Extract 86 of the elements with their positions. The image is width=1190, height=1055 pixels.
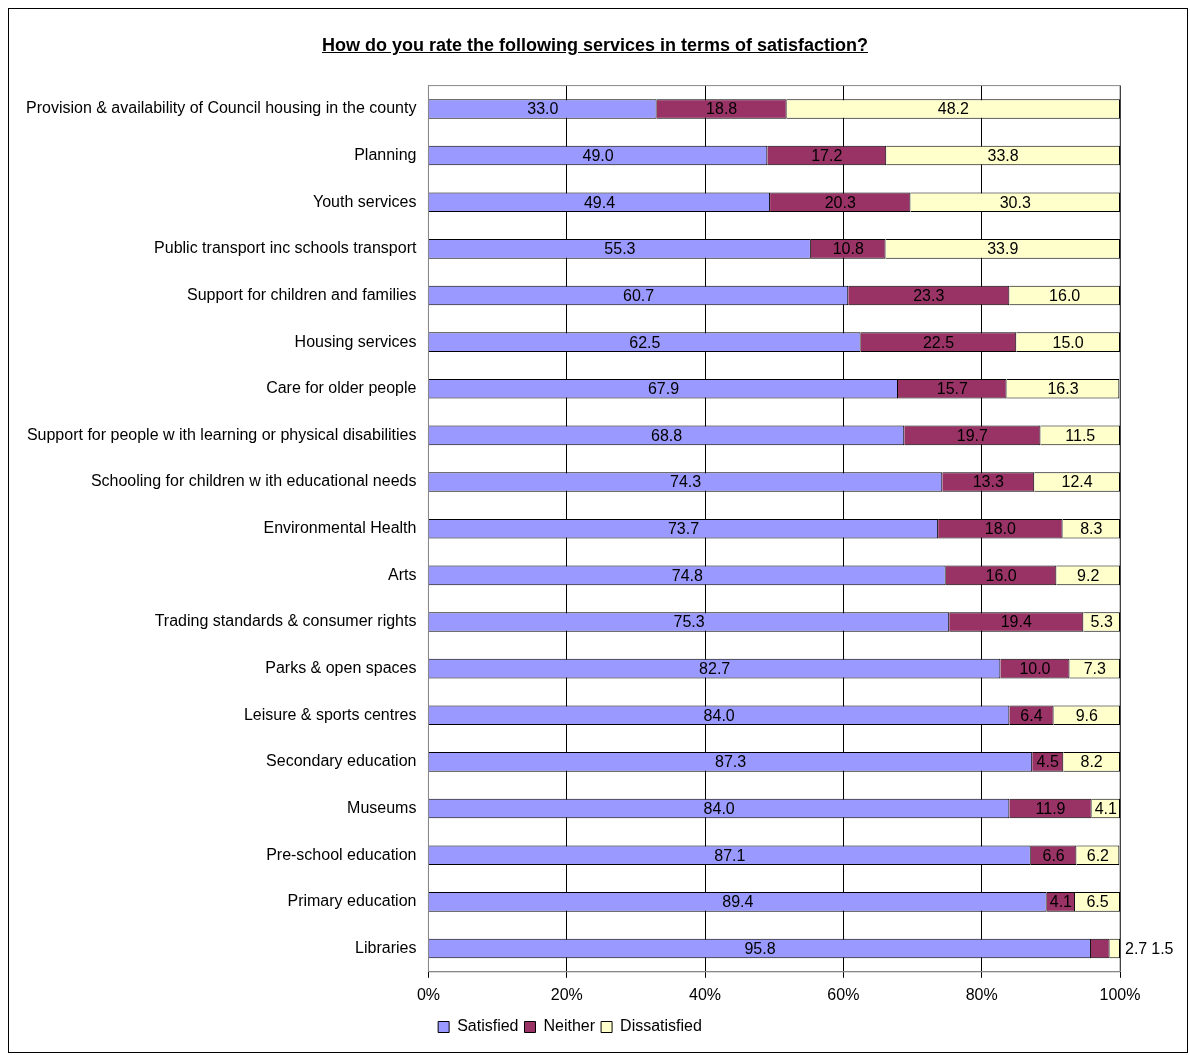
legend-label: Neither xyxy=(543,1017,596,1035)
data-label: 67.9 xyxy=(647,380,680,398)
x-tick-label: 100% xyxy=(1099,985,1141,1003)
data-label: 9.6 xyxy=(1075,706,1099,724)
y-tick-label: Public transport inc schools transport xyxy=(154,239,417,257)
data-label: 5.3 xyxy=(1090,613,1113,631)
y-tick-label: Provision & availability of Council housing in the county xyxy=(26,99,417,117)
data-label: 4.5 xyxy=(1036,753,1059,771)
y-tick-label: Environmental Health xyxy=(263,519,417,537)
y-tick-label: Support for people w ith learning or physical disabilities xyxy=(26,425,417,443)
data-label: 6.5 xyxy=(1086,893,1109,911)
y-tick-label: Libraries xyxy=(355,938,417,956)
data-label: 84.0 xyxy=(703,799,735,817)
data-label: 74.8 xyxy=(671,566,703,584)
y-tick-label: Support for children and families xyxy=(186,285,417,303)
x-tick-label: 0% xyxy=(416,985,440,1003)
y-tick-label: Care for older people xyxy=(266,379,417,397)
data-label: 48.2 xyxy=(937,100,970,118)
data-label: 68.8 xyxy=(651,426,683,444)
data-label: 74.3 xyxy=(670,473,702,491)
data-label: 15.7 xyxy=(936,380,968,398)
y-tick-label: Trading standards & consumer rights xyxy=(154,612,417,630)
y-tick-label: Primary education xyxy=(287,892,417,910)
data-label: 4.1 xyxy=(1094,799,1118,817)
data-label: 10.8 xyxy=(832,240,864,258)
data-label: 19.4 xyxy=(1000,613,1032,631)
y-tick-label: Secondary education xyxy=(266,752,417,770)
x-tick-label: 80% xyxy=(965,985,998,1003)
data-label: 75.3 xyxy=(673,613,705,631)
y-tick-label: Museums xyxy=(347,798,417,816)
chart-title: How do you rate the following services in terms of satisfaction? xyxy=(320,35,870,56)
data-label: 22.5 xyxy=(922,333,955,351)
data-label: 19.7 xyxy=(956,426,989,444)
data-label: 82.7 xyxy=(699,660,731,678)
data-label: 6.4 xyxy=(1020,706,1043,724)
y-tick-label: Housing services xyxy=(294,332,417,350)
data-label: 10.0 xyxy=(1019,660,1051,678)
data-label: 95.8 xyxy=(744,939,776,957)
data-label: 6.2 xyxy=(1086,846,1110,864)
data-label: 60.7 xyxy=(623,286,655,304)
data-label: 30.3 xyxy=(999,193,1031,211)
data-label: 18.0 xyxy=(984,520,1017,538)
y-tick-label: Parks & open spaces xyxy=(265,659,417,677)
data-label: 84.0 xyxy=(703,706,735,724)
data-label: 6.6 xyxy=(1042,846,1065,864)
data-label: 11.5 xyxy=(1065,426,1096,444)
data-label: 12.4 xyxy=(1061,473,1093,491)
data-label: 17.2 xyxy=(811,146,843,164)
data-label: 62.5 xyxy=(629,333,661,351)
data-label: 89.4 xyxy=(722,893,754,911)
data-label: 33.9 xyxy=(987,240,1019,258)
data-label: 16.0 xyxy=(985,566,1017,584)
data-label: 8.2 xyxy=(1080,753,1103,771)
data-label: 4.1 xyxy=(1049,893,1073,911)
data-label: 18.8 xyxy=(706,100,738,118)
y-tick-label: Arts xyxy=(387,565,417,583)
data-label: 16.0 xyxy=(1049,286,1081,304)
data-label: 1.5 xyxy=(1151,939,1174,957)
data-label: 20.3 xyxy=(824,193,856,211)
y-tick-label: Schooling for children w ith educational needs xyxy=(90,472,417,490)
data-label: 49.4 xyxy=(583,193,616,211)
data-label: 15.0 xyxy=(1052,333,1084,351)
data-label: 49.0 xyxy=(582,146,614,164)
data-label: 55.3 xyxy=(604,240,636,258)
legend-label: Satisfied xyxy=(457,1017,519,1035)
y-tick-label: Youth services xyxy=(312,192,417,210)
data-label: 9.2 xyxy=(1077,566,1100,584)
x-tick-label: 60% xyxy=(827,985,860,1003)
data-label: 16.3 xyxy=(1047,380,1079,398)
y-tick-label: Pre-school education xyxy=(266,845,417,863)
data-label: 11.9 xyxy=(1035,799,1066,817)
y-tick-label: Planning xyxy=(354,145,417,163)
data-label: 2.7 xyxy=(1125,939,1148,957)
data-label: 33.8 xyxy=(987,146,1019,164)
data-label: 73.7 xyxy=(667,520,700,538)
x-tick-label: 20% xyxy=(550,985,583,1003)
data-label: 7.3 xyxy=(1083,660,1106,678)
data-label: 8.3 xyxy=(1080,520,1103,538)
data-label: 33.0 xyxy=(527,100,559,118)
y-tick-label: Leisure & sports centres xyxy=(243,705,417,723)
data-label: 87.3 xyxy=(714,753,747,771)
data-label: 87.1 xyxy=(714,846,746,864)
data-label: 13.3 xyxy=(972,473,1004,491)
legend-label: Dissatisfied xyxy=(620,1017,702,1035)
data-label: 23.3 xyxy=(913,286,945,304)
x-tick-label: 40% xyxy=(689,985,722,1003)
